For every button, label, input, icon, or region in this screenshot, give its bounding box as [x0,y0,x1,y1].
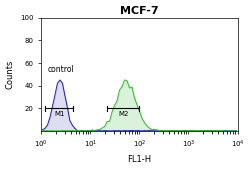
Title: MCF-7: MCF-7 [120,6,159,16]
Text: M2: M2 [118,111,129,117]
Y-axis label: Counts: Counts [6,60,15,89]
Text: M1: M1 [54,111,64,117]
X-axis label: FL1-H: FL1-H [127,155,152,164]
Text: control: control [47,65,74,74]
